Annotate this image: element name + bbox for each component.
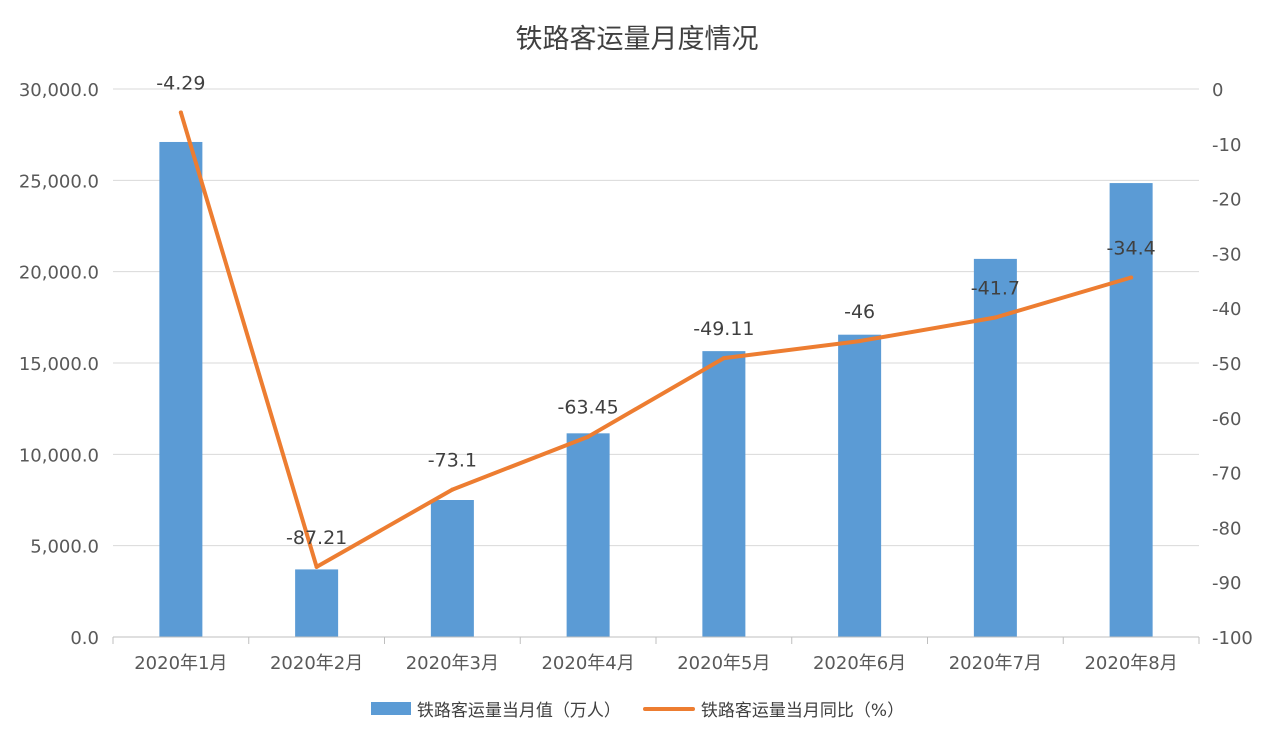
left-tick-label: 15,000.0 xyxy=(19,354,99,375)
data-label: -46 xyxy=(844,301,875,323)
gridlines xyxy=(113,88,1199,547)
right-tick-label: -80 xyxy=(1212,518,1241,539)
x-tick-label: 2020年6月 xyxy=(813,653,906,674)
series-line xyxy=(178,110,1134,569)
chart-title: 铁路客运量月度情况 xyxy=(516,24,759,55)
data-label: -4.29 xyxy=(156,73,205,95)
legend-label-bar: 铁路客运量当月值（万人） xyxy=(416,701,621,721)
bar xyxy=(1109,183,1153,637)
right-tick-label: -20 xyxy=(1212,190,1241,211)
data-labels: -4.29 -87.21 -73.1 -63.45 -49.11 -46 -41.7 -34.… xyxy=(156,73,1155,549)
x-tick-label: 2020年5月 xyxy=(677,653,770,674)
legend-swatch-line xyxy=(642,706,695,711)
bar xyxy=(566,433,610,637)
data-label: -73.1 xyxy=(428,450,477,472)
right-tick-label: -40 xyxy=(1212,299,1241,320)
right-tick-label: -70 xyxy=(1212,464,1241,485)
combo-chart: 铁路客运量月度情况 0.0 5,000.0 10,000.0 15,000.0 20,0… xyxy=(19,24,1253,674)
data-label: -41.7 xyxy=(971,278,1020,300)
line-point xyxy=(450,487,455,492)
bar xyxy=(702,351,746,637)
line-point xyxy=(857,339,862,344)
legend-label-line: 铁路客运量当月同比（%） xyxy=(700,701,905,721)
left-tick-label: 30,000.0 xyxy=(19,80,99,101)
left-tick-label: 25,000.0 xyxy=(19,171,99,192)
left-tick-label: 10,000.0 xyxy=(19,445,99,466)
right-tick-label: -30 xyxy=(1212,244,1241,265)
x-axis: 2020年1月 2020年2月 2020年3月 2020年4月 2020年5月 2020年… xyxy=(112,636,1200,674)
x-tick-label: 2020年1月 xyxy=(134,653,227,674)
x-tick-label: 2020年7月 xyxy=(949,653,1042,674)
legend: 铁路客运量当月值（万人） 铁路客运量当月同比（%） xyxy=(0,696,1275,721)
data-label: -63.45 xyxy=(558,397,619,419)
bar xyxy=(838,334,882,637)
right-tick-label: -10 xyxy=(1212,135,1241,156)
left-y-axis: 0.0 5,000.0 10,000.0 15,000.0 20,000.0 25,000… xyxy=(19,80,99,649)
right-tick-label: -50 xyxy=(1212,354,1241,375)
x-tick-label: 2020年3月 xyxy=(406,653,499,674)
data-label: -49.11 xyxy=(693,318,754,340)
left-tick-label: 20,000.0 xyxy=(19,263,99,284)
legend-item-bar: 铁路客运量当月值（万人） xyxy=(370,696,621,721)
data-label: -34.4 xyxy=(1107,238,1156,260)
x-tick-label: 2020年4月 xyxy=(541,653,634,674)
data-label: -87.21 xyxy=(286,527,347,549)
line-point xyxy=(993,315,998,320)
left-tick-label: 0.0 xyxy=(70,628,99,649)
line-point xyxy=(1129,275,1134,280)
right-tick-label: -90 xyxy=(1212,573,1241,594)
legend-swatch-bar xyxy=(370,702,411,715)
bar xyxy=(159,141,203,637)
line-point xyxy=(721,356,726,361)
bar xyxy=(295,569,339,637)
legend-item-line: 铁路客运量当月同比（%） xyxy=(642,696,905,721)
left-tick-label: 5,000.0 xyxy=(30,537,99,558)
line-point xyxy=(178,110,183,115)
x-tick-label: 2020年2月 xyxy=(270,653,363,674)
line-point xyxy=(314,564,319,569)
bar xyxy=(430,500,474,637)
x-tick-label: 2020年8月 xyxy=(1084,653,1177,674)
right-tick-label: -60 xyxy=(1212,409,1241,430)
bar-series xyxy=(159,141,1153,637)
right-tick-label: -100 xyxy=(1212,628,1253,649)
right-y-axis: 0 -10 -20 -30 -40 -50 -60 -70 -80 -90 -100 xyxy=(1212,80,1253,649)
line-series xyxy=(178,110,1134,569)
line-point xyxy=(586,434,591,439)
right-tick-label: 0 xyxy=(1212,80,1223,101)
